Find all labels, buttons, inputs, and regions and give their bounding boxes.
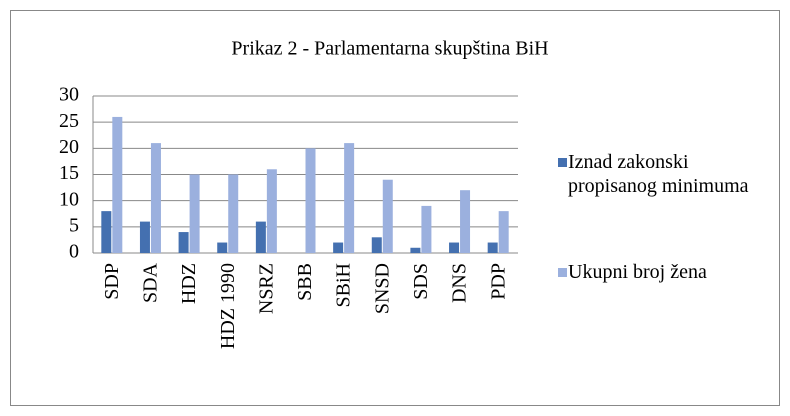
bar bbox=[382, 179, 393, 253]
bar bbox=[255, 221, 266, 253]
x-tick-label: DNS bbox=[449, 263, 471, 303]
bar bbox=[139, 221, 150, 253]
bar bbox=[189, 174, 200, 253]
bar bbox=[460, 190, 471, 253]
x-tick-label: SDS bbox=[410, 263, 432, 300]
chart-border bbox=[10, 10, 780, 406]
x-tick-label: HDZ bbox=[178, 263, 200, 304]
bar bbox=[487, 242, 498, 253]
bar bbox=[178, 232, 189, 253]
y-tick-label: 5 bbox=[69, 214, 79, 236]
x-tick-label: SDA bbox=[140, 262, 162, 303]
bar bbox=[266, 169, 277, 253]
x-tick-label: SBB bbox=[294, 263, 316, 301]
chart-title: Prikaz 2 - Parlamentarna skupština BiH bbox=[231, 38, 548, 60]
x-tick-label: HDZ 1990 bbox=[217, 263, 239, 349]
bar bbox=[344, 143, 355, 253]
x-tick-label: PDP bbox=[487, 263, 509, 300]
x-tick-label: SBiH bbox=[333, 263, 355, 307]
y-tick-label: 0 bbox=[69, 241, 79, 263]
x-tick-label: NSRZ bbox=[255, 263, 277, 314]
bar bbox=[150, 143, 161, 253]
y-tick-label: 10 bbox=[59, 188, 79, 210]
bar bbox=[410, 247, 421, 253]
x-tick-label: SDP bbox=[101, 263, 123, 300]
bar bbox=[217, 242, 228, 253]
bar bbox=[498, 211, 509, 253]
legend-swatch bbox=[558, 158, 567, 167]
legend-label: Ukupni broj žena bbox=[568, 261, 707, 283]
bar bbox=[112, 116, 123, 253]
legend-label: Iznad zakonski propisanog minimuma bbox=[568, 151, 749, 197]
bar bbox=[101, 211, 112, 253]
legend-swatch bbox=[558, 268, 567, 277]
bar bbox=[228, 174, 239, 253]
y-tick-label: 30 bbox=[59, 84, 79, 106]
bar bbox=[449, 242, 460, 253]
y-tick-label: 20 bbox=[59, 136, 79, 158]
y-tick-label: 25 bbox=[59, 110, 79, 132]
bar bbox=[305, 148, 316, 253]
y-tick-label: 15 bbox=[59, 162, 79, 184]
x-tick-label: SNSD bbox=[371, 263, 393, 314]
bar bbox=[371, 237, 382, 253]
bar bbox=[333, 242, 344, 253]
bar bbox=[421, 205, 432, 253]
